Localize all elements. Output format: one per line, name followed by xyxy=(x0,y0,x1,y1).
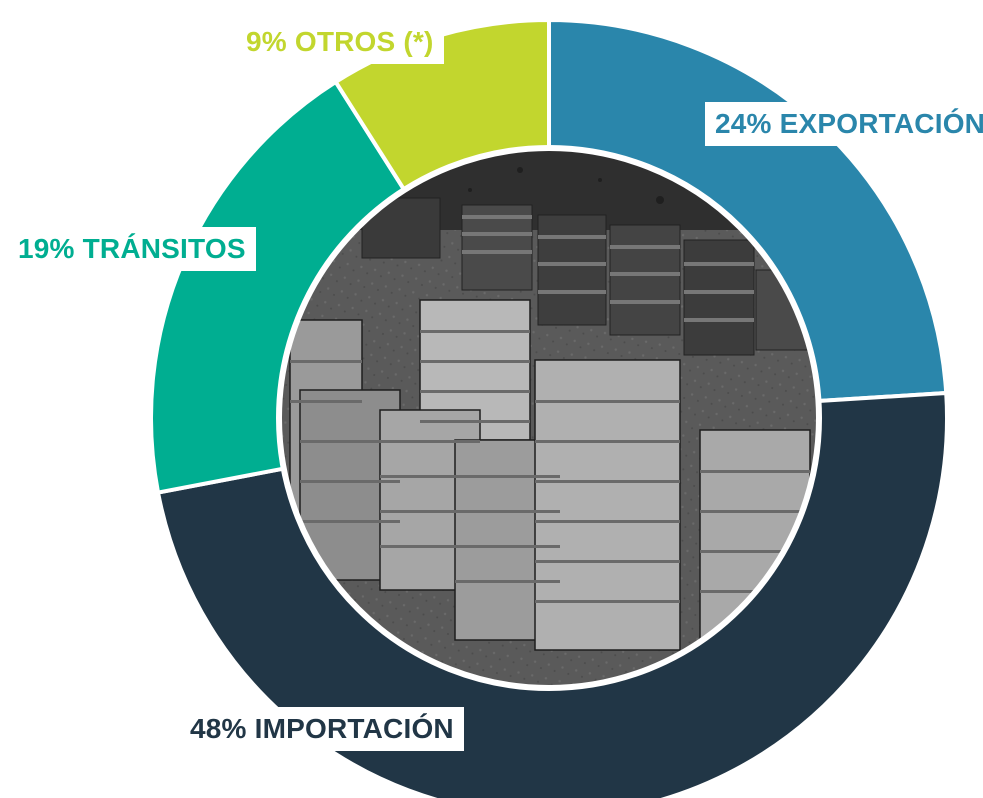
label-otros: 9% OTROS (*) xyxy=(236,20,444,64)
label-exportacion: 24% EXPORTACIÓN xyxy=(705,102,983,146)
label-transitos: 19% TRÁNSITOS xyxy=(8,227,256,271)
label-importacion: 48% IMPORTACIÓN xyxy=(180,707,464,751)
donut-slices xyxy=(149,17,949,798)
